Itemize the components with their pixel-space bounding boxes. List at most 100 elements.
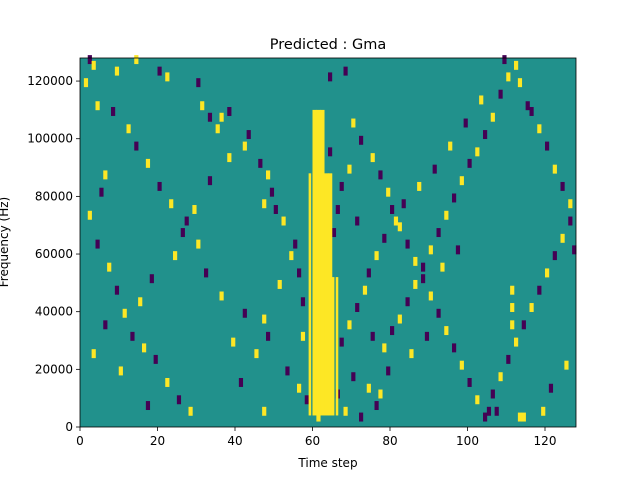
heatmap-cell [510, 303, 515, 312]
heatmap-cell [103, 320, 108, 330]
heatmap-cell [552, 251, 557, 261]
heatmap-cell [130, 331, 135, 341]
heatmap-cell [467, 158, 472, 168]
x-tick-label: 0 [76, 434, 84, 448]
heatmap-cell [335, 205, 340, 214]
heatmap-cell [142, 343, 147, 353]
heatmap-cell [300, 297, 306, 307]
heatmap-cell [83, 78, 89, 88]
heatmap-cell [521, 320, 526, 330]
heatmap-cell [122, 308, 127, 318]
heatmap-cell [331, 228, 337, 238]
heatmap-cell [374, 251, 379, 261]
y-tick-label: 120000 [27, 74, 73, 88]
heatmap-cell [95, 239, 100, 249]
heatmap-cell [138, 297, 143, 307]
heatmap-cell [281, 216, 286, 226]
heatmap-cell [467, 377, 472, 387]
heatmap-cell [382, 233, 387, 243]
heatmap-cell [390, 326, 395, 336]
heatmap-cell [339, 181, 344, 191]
y-tick-label: 0 [65, 420, 73, 434]
heatmap-cell [370, 153, 375, 163]
y-tick-label: 80000 [35, 189, 73, 203]
heatmap-cell [149, 274, 154, 284]
band-column [312, 109, 317, 416]
heatmap-cell [91, 60, 96, 70]
heatmap-cell [541, 406, 546, 416]
heatmap-cell [529, 107, 534, 116]
y-axis: 0 20000 40000 60000 80000 100000 120000 [27, 74, 80, 434]
heatmap-cell [514, 60, 519, 70]
band-column [331, 277, 335, 416]
heatmap-cell [238, 377, 244, 387]
heatmap-cell [440, 262, 445, 272]
heatmap-cell [145, 158, 151, 168]
heatmap-cell [87, 210, 92, 220]
heatmap-cell [297, 383, 302, 393]
heatmap-cell [266, 170, 271, 180]
heatmap-cell [297, 268, 302, 278]
heatmap-cell [517, 78, 523, 88]
heatmap-cell [207, 112, 213, 122]
x-tick-label: 20 [150, 434, 165, 448]
heatmap-cell [545, 141, 550, 151]
heatmap-cell [397, 222, 402, 232]
x-tick-label: 40 [227, 434, 242, 448]
heatmap-cell [421, 274, 426, 284]
heatmap-cell [413, 256, 418, 266]
heatmap-cell [366, 383, 371, 393]
heatmap-cell [227, 107, 232, 116]
heatmap-cell [514, 337, 519, 347]
heatmap-cell [517, 412, 523, 422]
heatmap-cell [393, 216, 399, 226]
heatmap-cell [87, 55, 92, 65]
heatmap-cell [490, 389, 495, 399]
heatmap-cell [510, 285, 515, 295]
heatmap-cell [525, 101, 530, 111]
heatmap-cell [378, 170, 383, 180]
heatmap-cell [463, 118, 468, 128]
x-tick-label: 100 [456, 434, 479, 448]
heatmap-cell [409, 349, 414, 359]
heatmap-cell [254, 349, 259, 359]
heatmap-cell [362, 285, 368, 295]
heatmap-cell [436, 308, 441, 318]
heatmap-cell [99, 187, 104, 197]
heatmap-cell [300, 331, 306, 341]
heatmap-cell [304, 395, 309, 405]
heatmap-cell [529, 303, 534, 312]
heatmap-cell [157, 181, 162, 191]
y-tick-label: 20000 [35, 362, 73, 376]
heatmap-cell [452, 343, 457, 353]
heatmap-cell [262, 199, 267, 209]
x-tick-label: 80 [382, 434, 397, 448]
heatmap-cell [452, 193, 457, 203]
heatmap-cell [285, 366, 290, 376]
heatmap-cell [421, 262, 426, 272]
heatmap-cell [111, 107, 116, 116]
heatmap-cell [328, 72, 333, 82]
heatmap-cell [548, 383, 554, 393]
heatmap-cell [359, 135, 364, 145]
heatmap-cell [483, 130, 488, 140]
heatmap-cell [242, 308, 247, 318]
heatmap-cell [382, 343, 387, 353]
heatmap-cell [506, 354, 511, 364]
band-column [335, 277, 339, 416]
heatmap-cell [316, 412, 321, 422]
heatmap-cell [231, 337, 236, 347]
heatmap-cell [153, 354, 158, 364]
heatmap-cell [401, 199, 406, 209]
band-column [308, 173, 312, 416]
heatmap-cell [444, 326, 449, 336]
x-axis-label: Time step [297, 456, 357, 470]
heatmap-cell [219, 291, 224, 301]
heatmap-cell [537, 285, 542, 295]
heatmap-cell [351, 118, 356, 128]
chart-title: Predicted : Gma [270, 37, 386, 53]
heatmap-cell [134, 55, 139, 65]
heatmap-cell [192, 205, 197, 214]
heatmap-cell [510, 320, 515, 330]
band-column [320, 109, 325, 416]
